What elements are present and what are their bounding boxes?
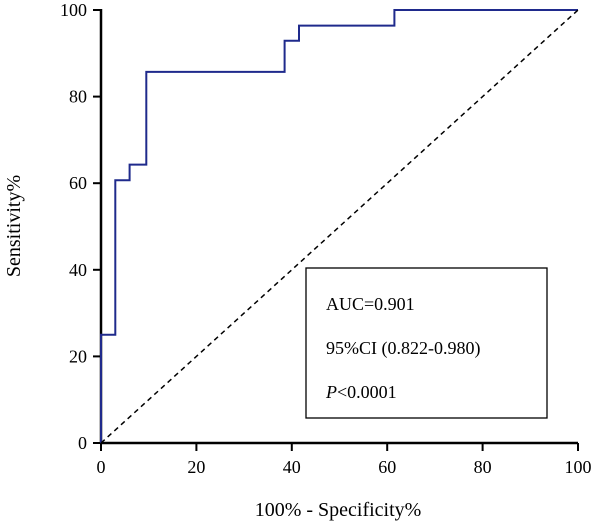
y-axis-title: Sensitivity% bbox=[3, 175, 25, 277]
stats-box-border bbox=[305, 267, 548, 419]
x-tick-label: 40 bbox=[283, 457, 301, 477]
x-tick-label: 60 bbox=[378, 457, 396, 477]
y-tick-label: 80 bbox=[69, 87, 87, 107]
x-tick-label: 80 bbox=[474, 457, 492, 477]
y-tick-label: 20 bbox=[69, 346, 87, 366]
y-tick-label: 0 bbox=[78, 433, 87, 453]
x-tick-label: 0 bbox=[97, 457, 106, 477]
y-tick-label: 100 bbox=[60, 0, 87, 20]
x-tick-label: 100 bbox=[565, 457, 592, 477]
p-value: <0.0001 bbox=[337, 382, 397, 402]
plot-area: 0 20 40 60 80 100 0 20 40 60 80 100 bbox=[60, 0, 592, 477]
x-axis-title: 100% - Specificity% bbox=[255, 499, 422, 521]
y-tick-label: 40 bbox=[69, 260, 87, 280]
roc-curve bbox=[100, 9, 578, 443]
x-tick-label: 20 bbox=[187, 457, 205, 477]
stats-box: AUC=0.901 95%CI (0.822-0.980) P<0.0001 bbox=[305, 267, 548, 419]
p-label: P bbox=[325, 382, 337, 402]
auc-text: AUC=0.901 bbox=[326, 294, 415, 314]
p-value-text: P<0.0001 bbox=[325, 382, 397, 402]
y-tick-label: 60 bbox=[69, 173, 87, 193]
ci-text: 95%CI (0.822-0.980) bbox=[326, 338, 480, 359]
